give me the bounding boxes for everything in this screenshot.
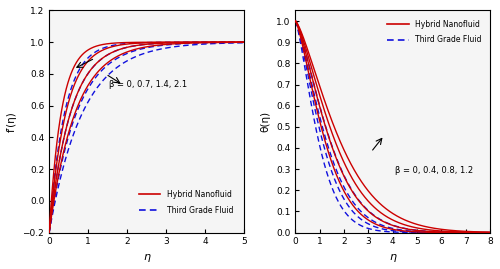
Text: β = 0, 0.4, 0.8, 1.2: β = 0, 0.4, 0.8, 1.2	[395, 167, 473, 175]
Y-axis label: θ(η): θ(η)	[260, 111, 270, 132]
Text: β = 0, 0.7, 1.4, 2.1: β = 0, 0.7, 1.4, 2.1	[110, 80, 188, 89]
X-axis label: η: η	[390, 252, 396, 262]
Legend: Hybrid Nanofluid, Third Grade Fluid: Hybrid Nanofluid, Third Grade Fluid	[384, 16, 484, 47]
Legend: Hybrid Nanofluid, Third Grade Fluid: Hybrid Nanofluid, Third Grade Fluid	[136, 187, 236, 218]
Y-axis label: f′(η): f′(η)	[7, 111, 17, 132]
X-axis label: η: η	[143, 252, 150, 262]
